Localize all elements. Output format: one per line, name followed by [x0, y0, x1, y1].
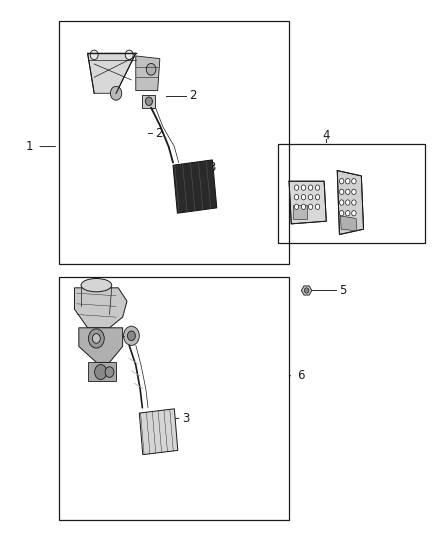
Circle shape — [90, 50, 98, 60]
Circle shape — [352, 211, 356, 216]
Bar — [59, 21, 289, 264]
Circle shape — [294, 185, 299, 190]
Polygon shape — [289, 181, 326, 224]
Circle shape — [125, 50, 133, 60]
Circle shape — [352, 200, 356, 205]
Circle shape — [339, 179, 344, 184]
Circle shape — [124, 326, 139, 345]
Circle shape — [110, 86, 122, 100]
Text: 3: 3 — [182, 412, 189, 425]
Circle shape — [92, 334, 100, 343]
Circle shape — [308, 204, 313, 209]
Polygon shape — [136, 56, 160, 91]
Circle shape — [315, 185, 320, 190]
Polygon shape — [173, 160, 217, 213]
Text: 3: 3 — [208, 161, 215, 174]
Text: 5: 5 — [339, 284, 347, 297]
Circle shape — [339, 189, 344, 195]
Text: 1: 1 — [26, 140, 34, 153]
Text: 6: 6 — [297, 369, 304, 382]
Circle shape — [308, 185, 313, 190]
Polygon shape — [340, 216, 357, 231]
Circle shape — [346, 189, 350, 195]
Circle shape — [315, 195, 320, 200]
Circle shape — [352, 189, 356, 195]
Circle shape — [145, 97, 152, 106]
Polygon shape — [293, 205, 307, 219]
Circle shape — [301, 185, 306, 190]
Polygon shape — [88, 362, 116, 381]
Circle shape — [294, 195, 299, 200]
Circle shape — [339, 211, 344, 216]
Circle shape — [105, 367, 114, 377]
Bar — [59, 277, 289, 520]
Circle shape — [88, 329, 104, 348]
Text: 4: 4 — [323, 130, 330, 142]
Polygon shape — [301, 286, 312, 295]
Polygon shape — [79, 328, 123, 362]
Circle shape — [339, 200, 344, 205]
Polygon shape — [337, 171, 364, 235]
Polygon shape — [74, 288, 127, 328]
Text: 2: 2 — [189, 90, 197, 102]
Circle shape — [315, 204, 320, 209]
Circle shape — [127, 331, 135, 341]
Circle shape — [146, 63, 156, 75]
Circle shape — [304, 288, 309, 293]
Circle shape — [301, 204, 306, 209]
Bar — [278, 144, 425, 243]
Circle shape — [294, 204, 299, 209]
Circle shape — [308, 195, 313, 200]
Circle shape — [346, 211, 350, 216]
Ellipse shape — [81, 279, 112, 292]
Text: 2: 2 — [155, 127, 163, 140]
Polygon shape — [139, 409, 178, 455]
Polygon shape — [88, 53, 136, 93]
Circle shape — [352, 179, 356, 184]
Circle shape — [95, 365, 107, 379]
Circle shape — [346, 200, 350, 205]
Circle shape — [301, 195, 306, 200]
Bar — [142, 95, 155, 108]
Circle shape — [346, 179, 350, 184]
